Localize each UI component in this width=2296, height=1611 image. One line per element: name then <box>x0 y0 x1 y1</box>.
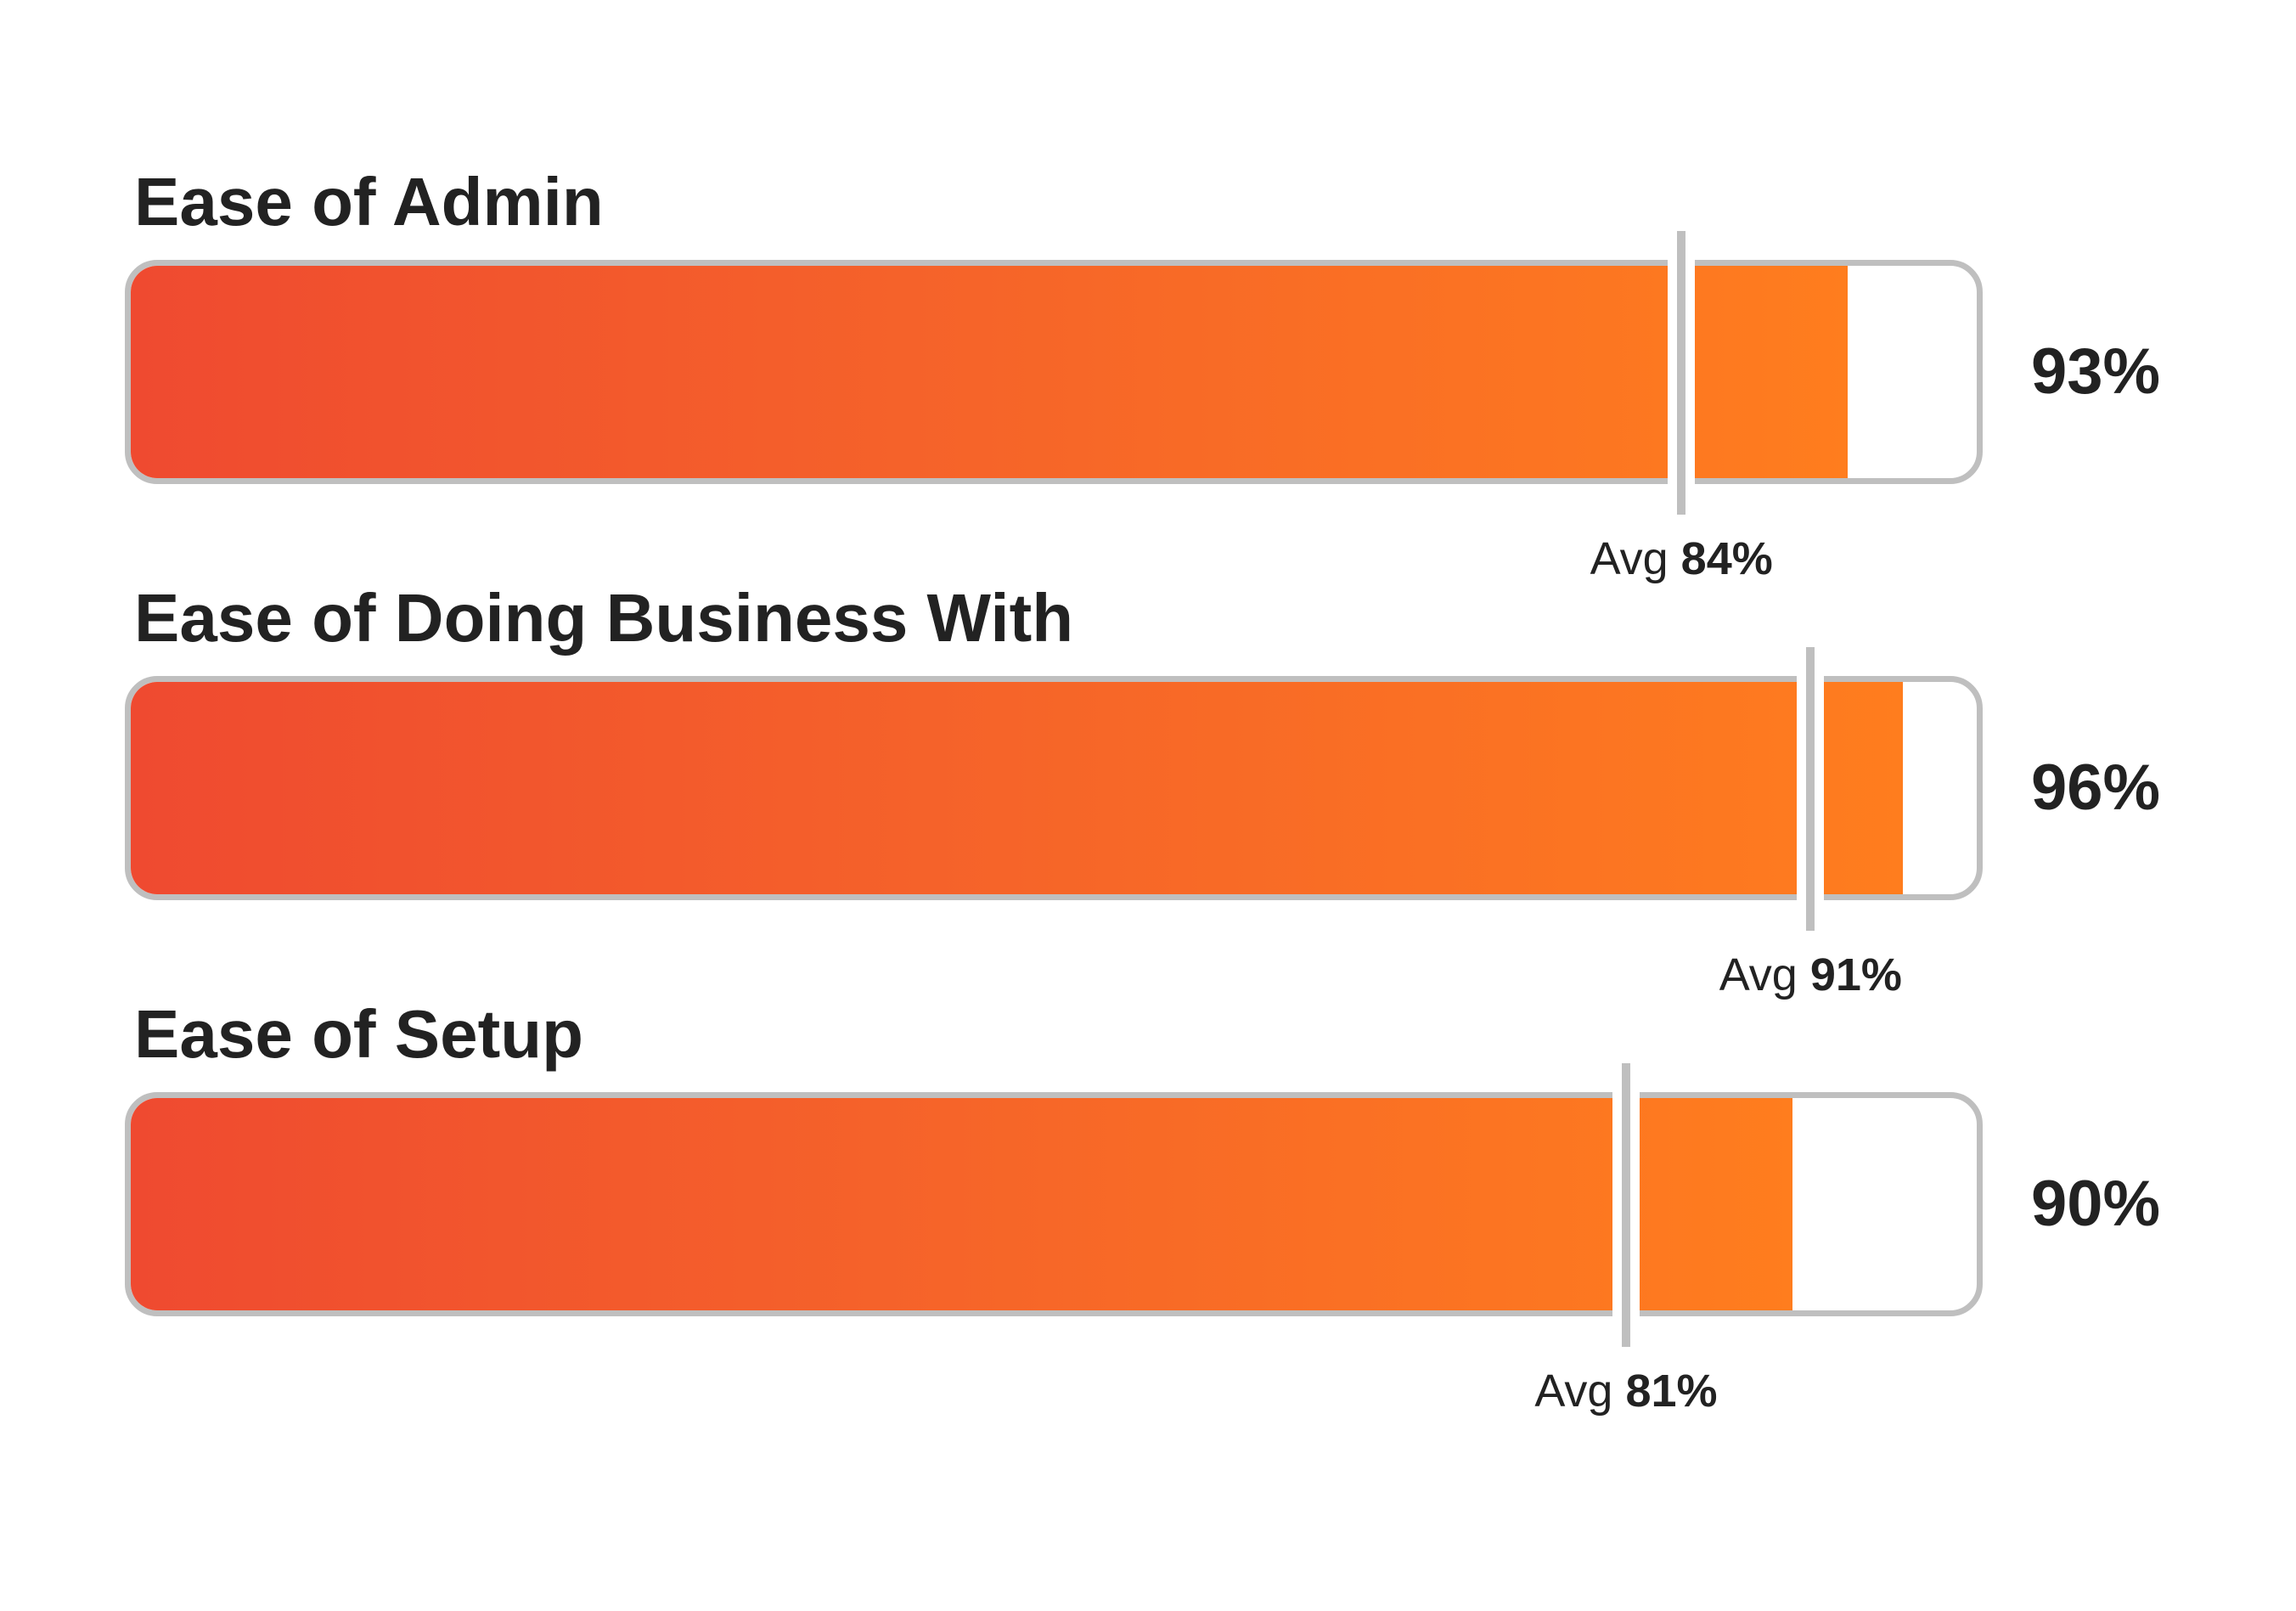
value-label: 93% <box>2031 335 2161 408</box>
avg-marker <box>1668 231 1696 515</box>
avg-label: Avg 81% <box>1534 1364 1717 1418</box>
avg-prefix: Avg <box>1590 533 1669 584</box>
value-label: 90% <box>2031 1168 2161 1240</box>
avg-value: 91% <box>1809 949 1902 1000</box>
bar-fill <box>131 266 1848 478</box>
metric-title: Ease of Doing Business With <box>134 580 1074 656</box>
bar-fill <box>131 1098 1792 1310</box>
metric-ease-of-setup: Ease of Setup Avg 81% 90% <box>0 994 2296 1417</box>
bar-fill <box>131 682 1904 894</box>
metric-ease-of-doing-business-with: Ease of Doing Business With Avg 91% 96% <box>0 577 2296 1000</box>
avg-prefix: Avg <box>1534 1366 1613 1417</box>
avg-marker <box>1612 1063 1640 1347</box>
bar-track <box>125 676 1983 900</box>
value-label: 96% <box>2031 752 2161 824</box>
avg-value: 81% <box>1625 1366 1718 1417</box>
avg-label: Avg 84% <box>1590 532 1773 586</box>
metric-title: Ease of Setup <box>134 996 584 1072</box>
avg-prefix: Avg <box>1719 949 1798 1000</box>
metric-title: Ease of Admin <box>134 164 604 239</box>
avg-label: Avg 91% <box>1719 948 1902 1002</box>
metric-ease-of-admin: Ease of Admin Avg 84% 93% <box>0 161 2296 584</box>
avg-marker <box>1797 647 1825 931</box>
avg-value: 84% <box>1680 533 1773 584</box>
bar-track <box>125 1092 1983 1316</box>
bar-track <box>125 260 1983 484</box>
